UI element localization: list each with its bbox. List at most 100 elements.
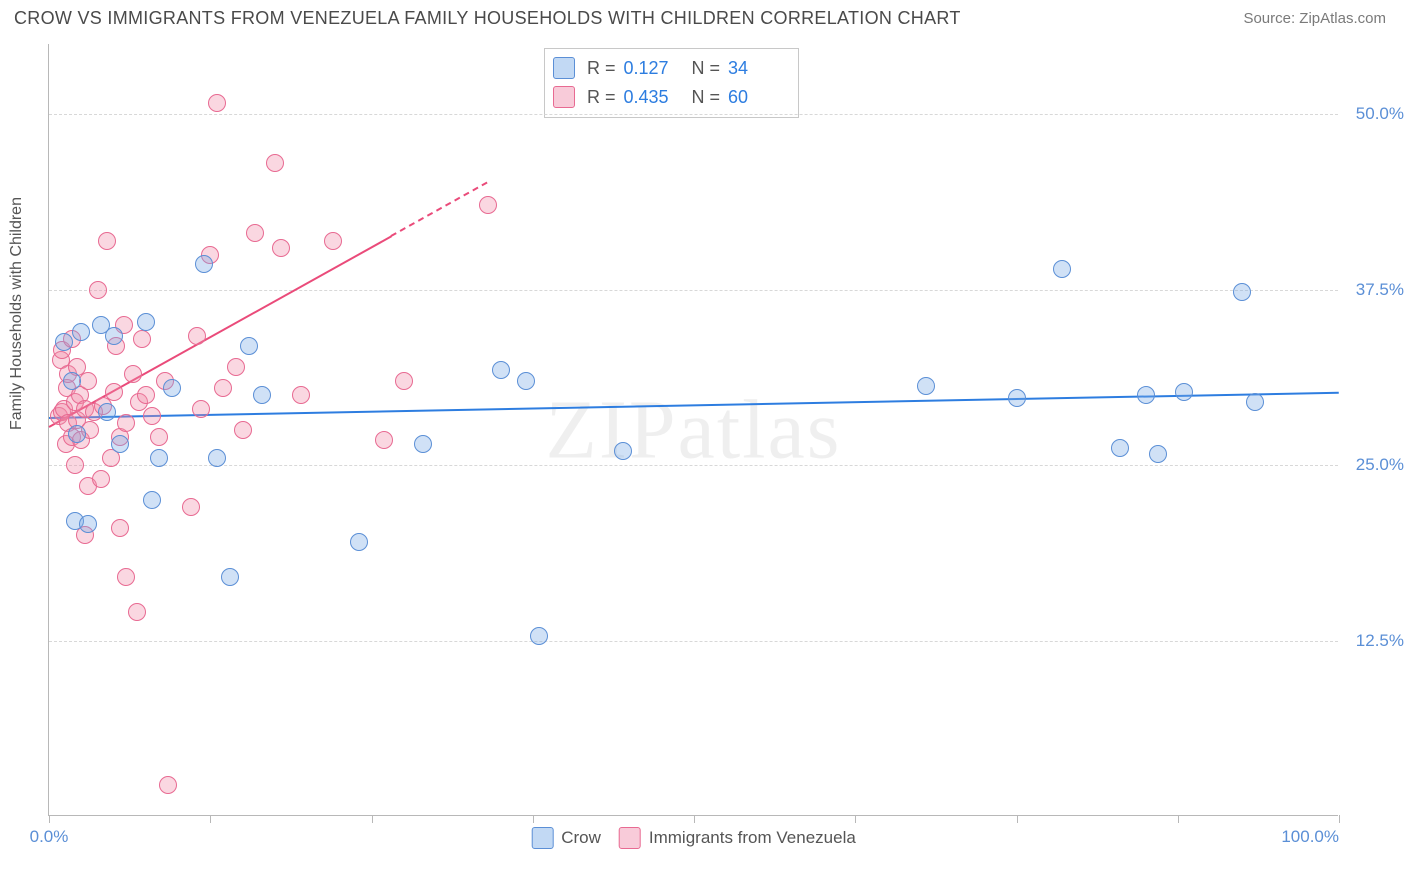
data-point [92, 470, 110, 488]
data-point [133, 330, 151, 348]
data-point [1149, 445, 1167, 463]
data-point [253, 386, 271, 404]
data-point [63, 372, 81, 390]
watermark: ZIPatlas [546, 381, 842, 478]
data-point [208, 449, 226, 467]
legend-label: Immigrants from Venezuela [649, 828, 856, 848]
x-tick [210, 815, 211, 823]
data-point [246, 224, 264, 242]
data-point [150, 449, 168, 467]
chart-header: CROW VS IMMIGRANTS FROM VENEZUELA FAMILY… [0, 0, 1406, 33]
swatch-blue-icon [553, 57, 575, 79]
data-point [105, 327, 123, 345]
data-point [79, 372, 97, 390]
gridline [49, 641, 1338, 642]
data-point [1008, 389, 1026, 407]
data-point [1246, 393, 1264, 411]
data-point [1111, 439, 1129, 457]
legend-item-venezuela: Immigrants from Venezuela [619, 827, 856, 849]
trend-line [391, 182, 488, 237]
data-point [414, 435, 432, 453]
data-point [395, 372, 413, 390]
scatter-chart: ZIPatlas R = 0.127 N = 34 R = 0.435 N = … [48, 44, 1338, 816]
x-tick-label: 0.0% [30, 827, 69, 847]
x-tick [855, 815, 856, 823]
data-point [79, 515, 97, 533]
data-point [72, 323, 90, 341]
data-point [105, 383, 123, 401]
data-point [137, 386, 155, 404]
r-value-crow: 0.127 [624, 54, 680, 83]
data-point [89, 281, 107, 299]
swatch-blue-icon [531, 827, 553, 849]
data-point [221, 568, 239, 586]
data-point [68, 425, 86, 443]
data-point [292, 386, 310, 404]
data-point [143, 407, 161, 425]
data-point [117, 414, 135, 432]
data-point [234, 421, 252, 439]
data-point [188, 327, 206, 345]
swatch-pink-icon [619, 827, 641, 849]
legend-label: Crow [561, 828, 601, 848]
data-point [195, 255, 213, 273]
data-point [214, 379, 232, 397]
series-legend: Crow Immigrants from Venezuela [531, 827, 856, 849]
data-point [1175, 383, 1193, 401]
x-tick [533, 815, 534, 823]
n-value-venezuela: 60 [728, 83, 784, 112]
data-point [182, 498, 200, 516]
source-attribution: Source: ZipAtlas.com [1243, 10, 1386, 27]
r-value-venezuela: 0.435 [624, 83, 680, 112]
data-point [159, 776, 177, 794]
x-tick [1339, 815, 1340, 823]
gridline [49, 465, 1338, 466]
data-point [55, 333, 73, 351]
stats-legend: R = 0.127 N = 34 R = 0.435 N = 60 [544, 48, 799, 118]
gridline [49, 114, 1338, 115]
data-point [137, 313, 155, 331]
data-point [614, 442, 632, 460]
data-point [492, 361, 510, 379]
y-axis-label: Family Households with Children [8, 197, 26, 430]
x-tick [49, 815, 50, 823]
data-point [128, 603, 146, 621]
data-point [240, 337, 258, 355]
data-point [917, 377, 935, 395]
data-point [1137, 386, 1155, 404]
data-point [111, 435, 129, 453]
data-point [150, 428, 168, 446]
data-point [98, 403, 116, 421]
data-point [266, 154, 284, 172]
data-point [350, 533, 368, 551]
data-point [375, 431, 393, 449]
y-tick-label: 50.0% [1356, 104, 1404, 124]
data-point [1233, 283, 1251, 301]
x-tick [1178, 815, 1179, 823]
y-tick-label: 25.0% [1356, 455, 1404, 475]
data-point [479, 196, 497, 214]
x-tick [372, 815, 373, 823]
data-point [324, 232, 342, 250]
x-tick-label: 100.0% [1281, 827, 1339, 847]
data-point [143, 491, 161, 509]
data-point [124, 365, 142, 383]
data-point [530, 627, 548, 645]
data-point [66, 456, 84, 474]
y-tick-label: 12.5% [1356, 631, 1404, 651]
stats-row-venezuela: R = 0.435 N = 60 [553, 83, 784, 112]
data-point [117, 568, 135, 586]
n-value-crow: 34 [728, 54, 784, 83]
y-tick-label: 37.5% [1356, 280, 1404, 300]
gridline [49, 290, 1338, 291]
data-point [111, 519, 129, 537]
data-point [227, 358, 245, 376]
swatch-pink-icon [553, 86, 575, 108]
stats-row-crow: R = 0.127 N = 34 [553, 54, 784, 83]
x-tick [694, 815, 695, 823]
chart-title: CROW VS IMMIGRANTS FROM VENEZUELA FAMILY… [14, 8, 961, 29]
data-point [192, 400, 210, 418]
data-point [1053, 260, 1071, 278]
data-point [98, 232, 116, 250]
data-point [163, 379, 181, 397]
